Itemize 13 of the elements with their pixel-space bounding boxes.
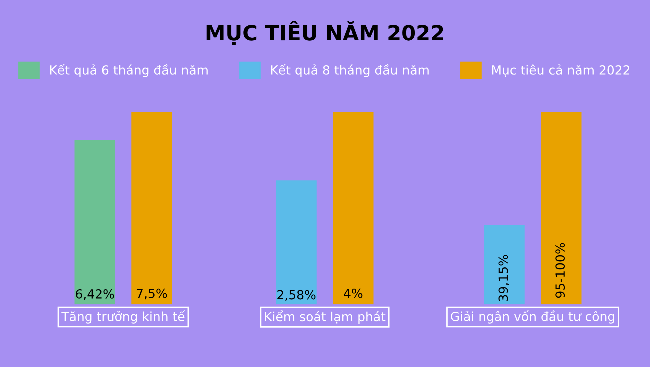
data-label: 2,58%	[278, 290, 316, 301]
data-label: 6,42%	[76, 289, 114, 300]
x-tick-label: Kiểm soát lạm phát	[265, 310, 386, 324]
data-label: 7,5%	[137, 288, 168, 300]
legend-label: Kết quả 8 tháng đầu năm	[271, 64, 429, 78]
chart-title: MỤC TIÊU NĂM 2022	[206, 21, 444, 45]
data-label: 39,15%	[498, 255, 510, 302]
legend-label: Mục tiêu cả năm 2022	[492, 64, 630, 78]
data-label: 4%	[344, 288, 363, 298]
legend-label: Kết quả 6 tháng đầu năm	[50, 64, 208, 78]
x-tick-label: Giải ngân vốn đầu tư công	[451, 310, 615, 324]
data-label: 95-100%	[556, 243, 566, 298]
x-tick-label: Tăng trưởng kinh tế	[62, 310, 186, 324]
